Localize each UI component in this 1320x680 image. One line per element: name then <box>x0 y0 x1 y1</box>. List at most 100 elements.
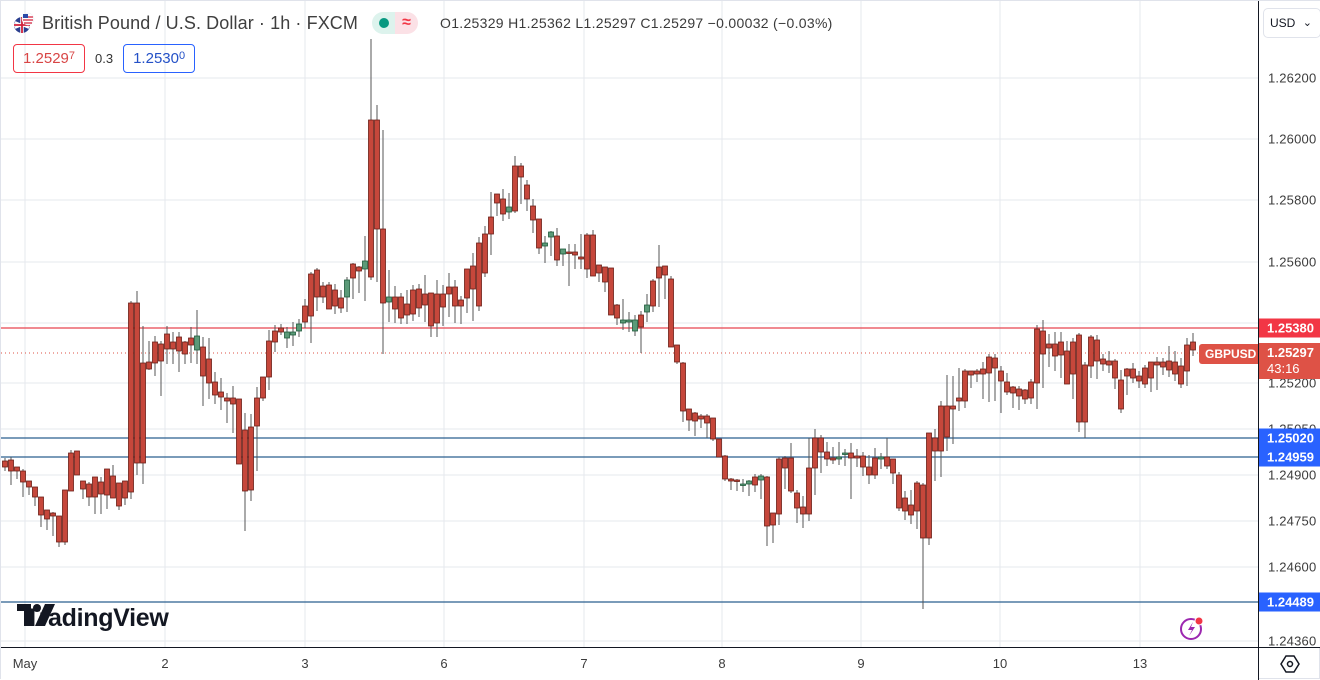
candle-bearish <box>398 296 404 319</box>
candle-bullish <box>632 319 638 332</box>
time-tick-label: 9 <box>857 656 865 671</box>
candle-bearish <box>68 452 74 492</box>
candle-bearish <box>212 381 218 396</box>
candle-bullish <box>842 452 848 455</box>
chart-plot-area[interactable]: British Pound / U.S. Dollar · 1h · FXCM … <box>1 1 1258 647</box>
candle-bearish <box>1034 328 1040 384</box>
candle-bearish <box>110 475 116 499</box>
candle-bearish <box>776 458 782 515</box>
candle-bearish <box>488 216 494 235</box>
level-price-badge[interactable]: 1.25380 <box>1259 318 1320 338</box>
buy-button[interactable]: 1.25300 <box>123 44 196 73</box>
candle-bearish <box>476 242 482 307</box>
candle-bearish <box>830 457 836 461</box>
candle-bearish <box>140 362 146 464</box>
candle-bearish <box>938 405 944 452</box>
candle-bearish <box>1160 361 1166 368</box>
price-tick-label: 1.26000 <box>1268 131 1317 147</box>
price-axis[interactable]: USD ⌄ 1.26200 1.26000 1.25800 1.25600 1.2520… <box>1258 1 1320 649</box>
candle-bearish <box>692 412 698 422</box>
candle-bearish <box>20 470 26 483</box>
price-tick-label: 1.24900 <box>1268 467 1317 483</box>
candle-bearish <box>104 468 110 496</box>
candle-bearish <box>416 288 422 309</box>
candle-bearish <box>320 285 326 298</box>
level-price-badge[interactable]: 1.25020 <box>1259 428 1320 448</box>
time-tick-label: 6 <box>440 656 448 671</box>
candle-bearish <box>1046 343 1052 349</box>
candle-bearish <box>770 512 776 526</box>
candle-bearish <box>800 506 806 515</box>
candle-bearish <box>410 289 416 315</box>
candle-bearish <box>1052 343 1058 357</box>
candlestick-chart[interactable] <box>1 1 1258 647</box>
candle-bearish <box>122 480 128 499</box>
chart-settings-button[interactable] <box>1258 647 1320 680</box>
candle-bearish <box>446 286 452 295</box>
candle-bullish <box>626 319 632 323</box>
candle-bullish <box>644 304 650 313</box>
candle-bearish <box>788 457 794 492</box>
chart-title[interactable]: British Pound / U.S. Dollar · 1h · FXCM <box>42 12 358 33</box>
candle-bullish <box>362 260 368 270</box>
time-tick-label: 8 <box>718 656 726 671</box>
candle-bearish <box>704 415 710 424</box>
candle-bearish <box>608 267 614 316</box>
time-axis[interactable]: May 2 3 6 7 8 9 10 13 <box>1 647 1258 680</box>
tradingview-logo[interactable]: TradingView <box>17 604 169 633</box>
time-tick-label: 7 <box>580 656 588 671</box>
candle-bearish <box>968 370 974 376</box>
time-tick-label: 13 <box>1132 656 1148 671</box>
candle-bearish <box>1118 379 1124 410</box>
candle-bearish <box>1142 367 1148 385</box>
gb-us-flag-icon <box>13 12 35 34</box>
buy-price: 1.2530 <box>133 50 179 67</box>
candle-bearish <box>638 314 644 328</box>
candle-bearish <box>434 293 440 324</box>
level-price-badge[interactable]: 1.24489 <box>1259 592 1320 612</box>
candle-bearish <box>1112 360 1118 379</box>
candle-bearish <box>170 341 176 350</box>
candle-bearish <box>404 303 410 316</box>
candle-bearish <box>818 437 824 453</box>
candle-bearish <box>266 340 272 378</box>
level-price-badge[interactable]: 1.24959 <box>1259 447 1320 467</box>
currency-label: USD <box>1270 16 1296 30</box>
candle-bearish <box>650 280 656 307</box>
candle-bearish <box>272 330 278 343</box>
candle-bearish <box>956 397 962 402</box>
candle-bullish <box>740 483 746 486</box>
last-price-badge: 1.25297 43:16 <box>1259 343 1320 379</box>
buy-pip: 0 <box>178 50 186 62</box>
sell-button[interactable]: 1.25297 <box>13 44 86 73</box>
candle-bearish <box>536 218 542 249</box>
candle-bearish <box>1154 361 1160 366</box>
candle-bearish <box>1010 386 1016 394</box>
candle-bearish <box>1088 336 1094 367</box>
candle-bullish <box>836 456 842 460</box>
candle-bearish <box>368 119 374 278</box>
candle-bearish <box>314 269 320 298</box>
candle-bearish <box>890 458 896 474</box>
price-tick-label: 1.25600 <box>1268 254 1317 270</box>
candle-bearish <box>722 455 728 480</box>
candle-bearish <box>914 482 920 512</box>
candle-bearish <box>254 397 260 427</box>
candle-bearish <box>1166 360 1172 371</box>
candle-bearish <box>452 286 458 307</box>
sell-pip: 7 <box>68 50 76 62</box>
candle-bearish <box>782 457 788 469</box>
bar-countdown: 43:16 <box>1267 361 1300 376</box>
candle-bearish <box>158 343 164 362</box>
candle-bearish <box>176 336 182 352</box>
lightning-alert-icon[interactable] <box>1179 615 1205 641</box>
candle-bearish <box>1184 344 1190 372</box>
tradingview-logo-icon <box>17 604 55 626</box>
candle-bearish <box>572 251 578 256</box>
candle-bullish <box>542 242 548 247</box>
market-status-pill[interactable]: ≈ <box>372 12 418 34</box>
candle-bearish <box>1070 341 1076 375</box>
currency-dropdown[interactable]: USD ⌄ <box>1263 8 1320 38</box>
candle-bearish <box>584 234 590 270</box>
candle-bearish <box>380 228 386 304</box>
